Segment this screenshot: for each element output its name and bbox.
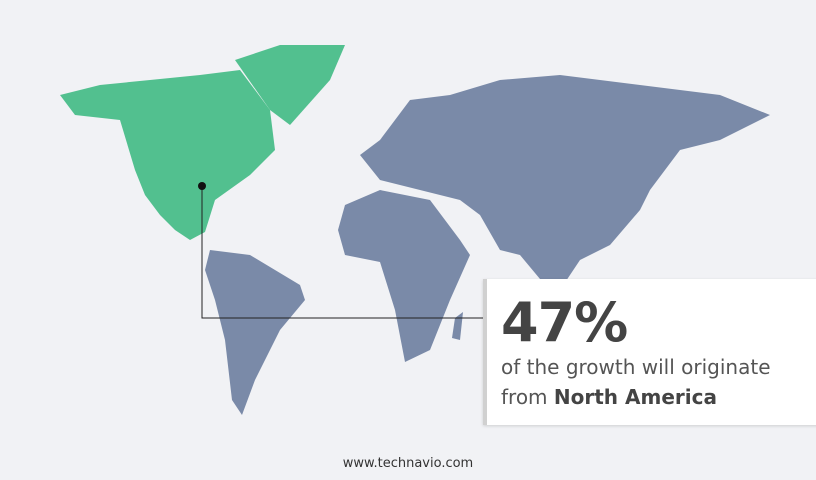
stat-region: North America bbox=[553, 385, 717, 409]
south-america bbox=[205, 250, 305, 415]
eurasia bbox=[360, 75, 770, 290]
marker-dot bbox=[198, 182, 206, 190]
stat-value: 47% bbox=[501, 291, 628, 354]
footer-url: www.technavio.com bbox=[342, 456, 474, 471]
africa bbox=[338, 190, 470, 362]
stat-prefix: from bbox=[501, 385, 548, 409]
stat-line1: of the growth will originate bbox=[501, 355, 771, 379]
north-america[interactable] bbox=[60, 45, 345, 240]
stat-line2: from North America bbox=[501, 385, 717, 409]
madagascar bbox=[452, 312, 463, 340]
stat-card: 47% of the growth will originate from No… bbox=[483, 279, 816, 425]
callout-line bbox=[201, 186, 483, 319]
greenland bbox=[235, 45, 345, 125]
